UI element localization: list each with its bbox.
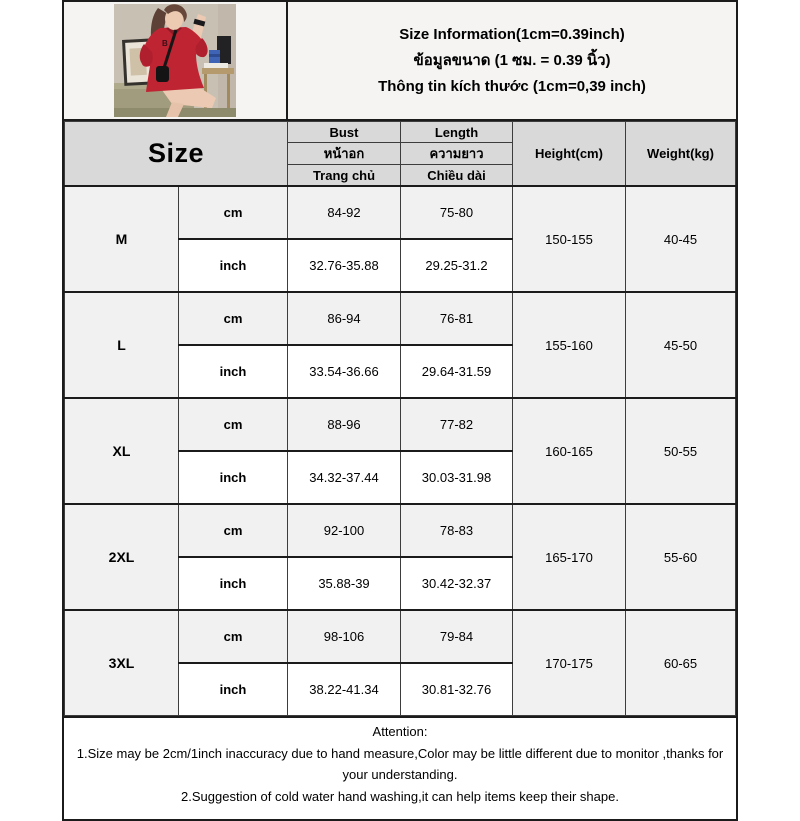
- size-row-cm: 2XL cm 92-100 78-83 165-170 55-60: [64, 503, 736, 611]
- unit-inch-cell: inch: [178, 662, 288, 716]
- length-cm-cell: 77-82: [400, 397, 513, 452]
- weight-cell: 45-50: [625, 291, 736, 399]
- size-label-cell: 2XL: [64, 503, 179, 611]
- height-cell: 170-175: [512, 609, 626, 716]
- column-header-size: Size: [64, 121, 288, 187]
- column-header-height: Height(cm): [512, 121, 626, 187]
- size-label-cell: M: [64, 185, 179, 293]
- unit-inch-cell: inch: [178, 450, 288, 505]
- unit-inch-cell: inch: [178, 344, 288, 399]
- size-chart-sheet: B Size Information(1cm=0.39inch) ข้อมูลข…: [62, 0, 738, 821]
- product-photo: B: [114, 4, 236, 117]
- svg-text:B: B: [162, 39, 168, 48]
- column-header-length-vi: Chiều dài: [400, 164, 513, 187]
- weight-cell: 40-45: [625, 185, 736, 293]
- size-row-cm: M cm 84-92 75-80 150-155 40-45: [64, 185, 736, 293]
- bust-inch-cell: 38.22-41.34: [287, 662, 401, 716]
- size-label-cell: L: [64, 291, 179, 399]
- size-table-body: M cm 84-92 75-80 150-155 40-45 inch 32.7…: [64, 185, 736, 716]
- length-cm-cell: 78-83: [400, 503, 513, 558]
- attention-heading: Attention:: [372, 724, 428, 739]
- unit-cm-cell: cm: [178, 397, 288, 452]
- height-cell: 155-160: [512, 291, 626, 399]
- unit-cm-cell: cm: [178, 609, 288, 664]
- column-header-bust-en: Bust: [287, 121, 401, 143]
- unit-cm-cell: cm: [178, 185, 288, 240]
- height-cell: 150-155: [512, 185, 626, 293]
- size-row-inch: inch 38.22-41.34 30.81-32.76: [65, 662, 736, 716]
- size-row-inch: inch 33.54-36.66 29.64-31.59: [65, 344, 736, 399]
- unit-inch-cell: inch: [178, 556, 288, 611]
- bust-cm-cell: 98-106: [287, 609, 401, 664]
- unit-inch-cell: inch: [178, 238, 288, 293]
- header-band: B Size Information(1cm=0.39inch) ข้อมูลข…: [64, 2, 736, 121]
- size-table-header: Size Bust Length Height(cm) Weight(kg) ห…: [64, 121, 736, 187]
- size-table: Size Bust Length Height(cm) Weight(kg) ห…: [64, 121, 736, 716]
- size-label-cell: 3XL: [64, 609, 179, 716]
- attention-note-1: 1.Size may be 2cm/1inch inaccuracy due t…: [76, 745, 724, 783]
- weight-cell: 50-55: [625, 397, 736, 505]
- size-row-inch: inch 35.88-39 30.42-32.37: [65, 556, 736, 611]
- title-line-th: ข้อมูลขนาด (1 ซม. = 0.39 นิ้ว): [413, 51, 611, 69]
- bust-cm-cell: 86-94: [287, 291, 401, 346]
- weight-cell: 60-65: [625, 609, 736, 716]
- length-cm-cell: 79-84: [400, 609, 513, 664]
- size-information-title: Size Information(1cm=0.39inch) ข้อมูลขนา…: [288, 2, 736, 119]
- bust-cm-cell: 84-92: [287, 185, 401, 240]
- column-header-length-en: Length: [400, 121, 513, 143]
- size-row-inch: inch 34.32-37.44 30.03-31.98: [65, 450, 736, 505]
- bust-cm-cell: 92-100: [287, 503, 401, 558]
- bust-inch-cell: 34.32-37.44: [287, 450, 401, 505]
- column-header-weight: Weight(kg): [625, 121, 736, 187]
- unit-cm-cell: cm: [178, 503, 288, 558]
- column-header-bust-th: หน้าอก: [287, 142, 401, 165]
- length-cm-cell: 75-80: [400, 185, 513, 240]
- length-inch-cell: 30.81-32.76: [400, 662, 513, 716]
- weight-cell: 55-60: [625, 503, 736, 611]
- length-inch-cell: 30.03-31.98: [400, 450, 513, 505]
- column-header-bust-vi: Trang chủ: [287, 164, 401, 187]
- attention-note: Attention: 1.Size may be 2cm/1inch inacc…: [64, 716, 736, 819]
- unit-cm-cell: cm: [178, 291, 288, 346]
- bust-inch-cell: 32.76-35.88: [287, 238, 401, 293]
- bust-inch-cell: 35.88-39: [287, 556, 401, 611]
- length-inch-cell: 30.42-32.37: [400, 556, 513, 611]
- title-line-en: Size Information(1cm=0.39inch): [399, 25, 625, 43]
- title-line-vi: Thông tin kích thước (1cm=0,39 inch): [378, 77, 646, 95]
- size-label-cell: XL: [64, 397, 179, 505]
- size-row-cm: XL cm 88-96 77-82 160-165 50-55: [64, 397, 736, 505]
- length-inch-cell: 29.25-31.2: [400, 238, 513, 293]
- product-photo-cell: B: [64, 2, 288, 119]
- length-cm-cell: 76-81: [400, 291, 513, 346]
- size-row-cm: L cm 86-94 76-81 155-160 45-50: [64, 291, 736, 399]
- height-cell: 165-170: [512, 503, 626, 611]
- height-cell: 160-165: [512, 397, 626, 505]
- size-row-cm: 3XL cm 98-106 79-84 170-175 60-65: [64, 609, 736, 716]
- attention-note-2: 2.Suggestion of cold water hand washing,…: [181, 788, 619, 804]
- bust-inch-cell: 33.54-36.66: [287, 344, 401, 399]
- bust-cm-cell: 88-96: [287, 397, 401, 452]
- length-inch-cell: 29.64-31.59: [400, 344, 513, 399]
- column-header-length-th: ความยาว: [400, 142, 513, 165]
